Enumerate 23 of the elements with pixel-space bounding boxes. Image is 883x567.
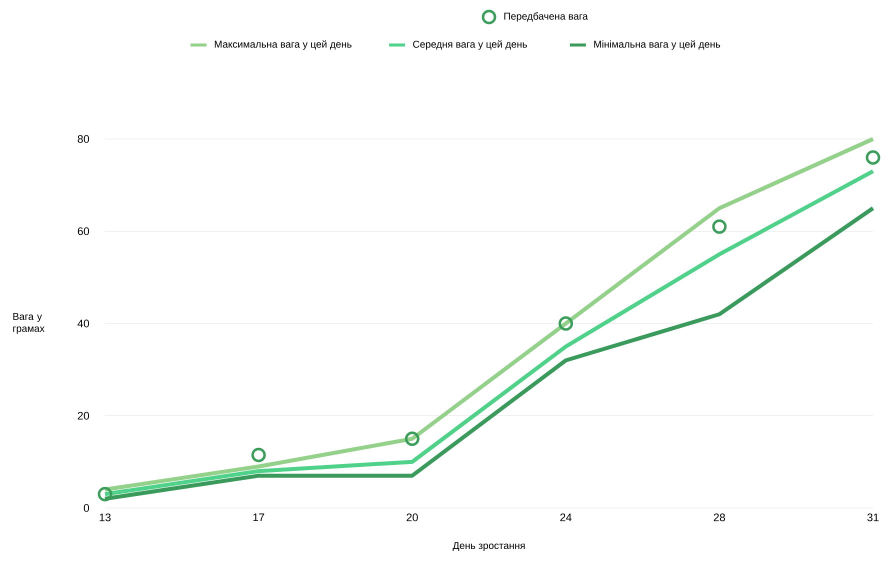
x-tick-label: 24 bbox=[560, 514, 572, 522]
x-axis-title: День зростання bbox=[452, 542, 525, 552]
legend-label: Середня вага у цей день bbox=[413, 40, 527, 50]
x-tick-label: 28 bbox=[714, 514, 726, 522]
y-tick-label: 0 bbox=[84, 504, 90, 512]
x-tick-label: 17 bbox=[253, 514, 264, 522]
y-tick-label: 20 bbox=[78, 412, 90, 420]
x-tick-label: 13 bbox=[100, 514, 111, 522]
point bbox=[712, 219, 727, 234]
point bbox=[98, 486, 112, 502]
point bbox=[866, 150, 880, 165]
x-tick-label: 31 bbox=[867, 514, 879, 522]
legend-label: Передбачена вага bbox=[504, 12, 588, 22]
y-tick-label: 80 bbox=[78, 135, 90, 143]
point bbox=[251, 448, 266, 462]
point bbox=[558, 316, 574, 331]
y-tick-label: 60 bbox=[78, 227, 90, 236]
y-tick-label: 40 bbox=[78, 320, 90, 328]
point bbox=[404, 432, 420, 446]
legend-label: Мінімальна вага у цей день bbox=[594, 40, 720, 50]
x-tick-label: 20 bbox=[406, 514, 418, 522]
y-axis-title: Вага у грамах bbox=[13, 313, 45, 334]
legend-label: Максимальна вага у цей день bbox=[214, 40, 352, 50]
